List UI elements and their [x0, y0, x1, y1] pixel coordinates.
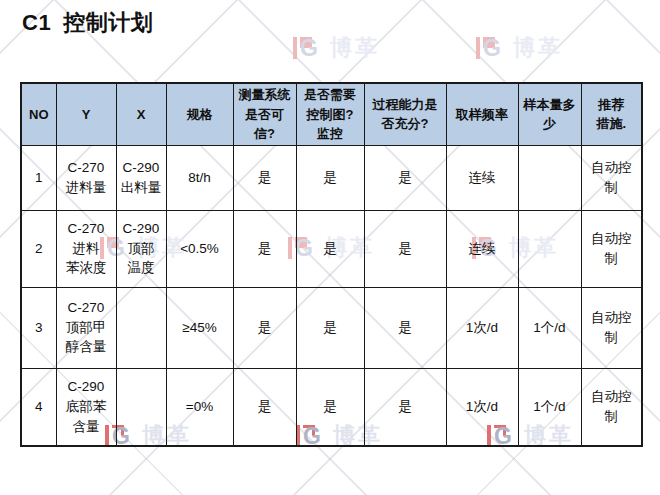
cell-no: 4: [21, 368, 56, 446]
cell-sampling-frequency: 1次/d: [446, 287, 518, 368]
header-cell-no: NO: [21, 83, 56, 145]
header-cell-sample-size: 样本量多 少: [518, 83, 581, 145]
cell-recommended-action: 自动控 制: [581, 210, 642, 287]
cell-process-capability: 是: [364, 145, 446, 210]
cell-control-chart: 是: [296, 287, 364, 368]
cell-y: C-270 进料量: [56, 145, 116, 210]
cell-process-capability: 是: [364, 368, 446, 446]
table-row: 1 C-270 进料量 C-290 出料量 8t/h 是 是 是 连续 自动控 …: [21, 145, 642, 210]
cell-x: [116, 368, 166, 446]
cell-recommended-action: 自动控 制: [581, 287, 642, 368]
cell-measure-system: 是: [233, 368, 296, 446]
cell-process-capability: 是: [364, 287, 446, 368]
page-title-text: 控制计划: [63, 10, 153, 35]
cell-sampling-frequency: 1次/d: [446, 368, 518, 446]
cell-sample-size: 1个/d: [518, 287, 581, 368]
cell-sample-size: [518, 210, 581, 287]
cell-y: C-270 顶部甲 醇含量: [56, 287, 116, 368]
cell-sampling-frequency: 连续: [446, 210, 518, 287]
header-cell-measure-system: 测量系统 是否可信?: [233, 83, 296, 145]
header-cell-sampling-frequency: 取样频率: [446, 83, 518, 145]
table-row: 4 C-290 底部苯 含量 =0% 是 是 是 1次/d 1个/d 自动控 制: [21, 368, 642, 446]
cell-x: [116, 287, 166, 368]
page-title-code: C1: [22, 10, 51, 35]
cell-no: 2: [21, 210, 56, 287]
cell-measure-system: 是: [233, 145, 296, 210]
cell-sample-size: 1个/d: [518, 368, 581, 446]
cell-no: 1: [21, 145, 56, 210]
control-plan-table: NO Y X 规格 测量系统 是否可信? 是否需要 控制图? 监控 过程能力是 …: [20, 82, 643, 447]
cell-control-chart: 是: [296, 145, 364, 210]
cell-recommended-action: 自动控 制: [581, 368, 642, 446]
header-cell-spec: 规格: [166, 83, 233, 145]
cell-spec: 8t/h: [166, 145, 233, 210]
header-cell-x: X: [116, 83, 166, 145]
header-cell-y: Y: [56, 83, 116, 145]
cell-sampling-frequency: 连续: [446, 145, 518, 210]
table-header-row: NO Y X 规格 测量系统 是否可信? 是否需要 控制图? 监控 过程能力是 …: [21, 83, 642, 145]
cell-spec: <0.5%: [166, 210, 233, 287]
cell-spec: =0%: [166, 368, 233, 446]
cell-x: C-290 出料量: [116, 145, 166, 210]
cell-no: 3: [21, 287, 56, 368]
cell-measure-system: 是: [233, 287, 296, 368]
header-cell-control-chart: 是否需要 控制图? 监控: [296, 83, 364, 145]
cell-sample-size: [518, 145, 581, 210]
cell-measure-system: 是: [233, 210, 296, 287]
cell-y: C-270 进料 苯浓度: [56, 210, 116, 287]
cell-process-capability: 是: [364, 210, 446, 287]
cell-recommended-action: 自动控 制: [581, 145, 642, 210]
cell-control-chart: 是: [296, 210, 364, 287]
cell-control-chart: 是: [296, 368, 364, 446]
cell-spec: ≥45%: [166, 287, 233, 368]
header-cell-recommended-action: 推荐 措施.: [581, 83, 642, 145]
cell-x: C-290 顶部 温度: [116, 210, 166, 287]
page-title: C1 控制计划: [22, 8, 153, 38]
table-row: 3 C-270 顶部甲 醇含量 ≥45% 是 是 是 1次/d 1个/d 自动控…: [21, 287, 642, 368]
table-row: 2 C-270 进料 苯浓度 C-290 顶部 温度 <0.5% 是 是 是 连…: [21, 210, 642, 287]
cell-y: C-290 底部苯 含量: [56, 368, 116, 446]
header-cell-process-capability: 过程能力是 否充分?: [364, 83, 446, 145]
